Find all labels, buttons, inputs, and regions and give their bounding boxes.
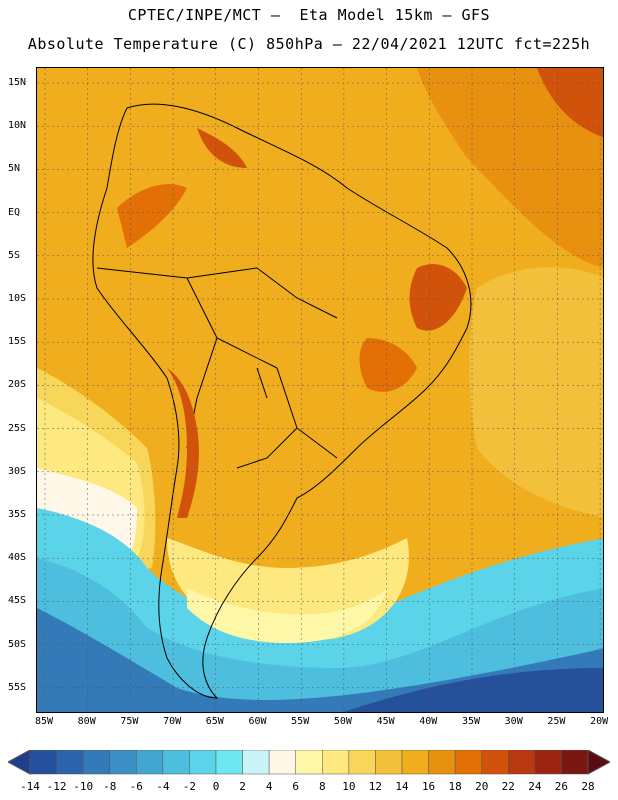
colorbar-swatch (136, 750, 164, 775)
lon-label: 80W (77, 716, 96, 727)
lat-label: EQ (8, 206, 21, 218)
lon-label: 45W (376, 716, 395, 727)
colorbar-swatch (322, 750, 350, 775)
colorbar-swatch (215, 750, 243, 775)
color-scale-bar (8, 750, 610, 775)
colorbar-tick-label: 18 (448, 780, 462, 793)
lat-label: 45S (8, 595, 27, 607)
lon-label: 75W (120, 716, 139, 727)
colorbar-swatch (561, 750, 589, 775)
lon-label: 40W (419, 716, 438, 727)
lat-label: 55S (8, 681, 27, 693)
lat-label: 15N (8, 77, 27, 88)
colorbar-low-arrow (8, 750, 31, 775)
colorbar-tick-label: 2 (239, 780, 246, 793)
colorbar-swatch (348, 750, 376, 775)
colorbar-tick-label: -8 (103, 780, 117, 793)
colorbar-swatch (29, 750, 57, 775)
colorbar-tick-label: 6 (292, 780, 300, 793)
northeast-brazil-hot (409, 264, 467, 331)
map-title: CPTEC/INPE/MCT – Eta Model 15km – GFS (127, 6, 491, 24)
lon-label: 65W (205, 716, 224, 727)
hot-core-northeast (537, 68, 603, 138)
colorbar-swatch (162, 750, 190, 775)
warm-sea-north (417, 68, 603, 268)
colorbar-tick-label: 16 (421, 780, 436, 793)
country-borders (96, 267, 338, 469)
colorbar-tick-label: -12 (46, 780, 67, 793)
colorbar-tick-label: 24 (528, 780, 542, 793)
colorbar-tick-label: -14 (20, 780, 40, 793)
continent-outline (92, 103, 472, 699)
colorbar-swatch (56, 750, 84, 775)
colorbar-tick-label: 0 (212, 780, 220, 793)
colorbar-tick-label: 20 (475, 780, 489, 793)
colorbar-tick-label: 12 (368, 780, 383, 793)
colorbar-tick-label: 10 (342, 780, 356, 793)
lon-label: 55W (291, 716, 310, 727)
colorbar-swatch (454, 750, 482, 775)
colorbar-tick-label: 28 (581, 780, 595, 793)
colorbar-swatch (401, 750, 429, 775)
lon-label: 70W (163, 716, 182, 727)
colorbar-swatch (295, 750, 323, 775)
lat-label: 10N (8, 120, 27, 132)
map-subtitle: Absolute Temperature (C) 850hPa – 22/04/… (27, 35, 591, 53)
andes-hot-strip (167, 368, 199, 518)
lon-label: 35W (461, 716, 481, 727)
lat-label: 30S (8, 465, 27, 477)
colorbar-tick-label: 22 (501, 780, 515, 793)
colorbar-swatch (508, 750, 536, 775)
colorbar-swatch (109, 750, 137, 775)
lon-label: 85W (34, 716, 54, 727)
colorbar-tick-label: 4 (265, 780, 273, 793)
colorbar-swatch (534, 750, 562, 775)
venezuela-hot (197, 128, 247, 168)
colorbar-swatch (428, 750, 456, 775)
lon-label: 50W (333, 716, 352, 727)
colorbar-tick-label: -6 (129, 780, 143, 793)
lat-label: 20S (8, 379, 27, 391)
colorbar-swatch (82, 750, 110, 775)
lat-label: 25S (8, 422, 27, 434)
lon-label: 20W (590, 716, 609, 727)
deepest-cold-ocean (343, 668, 603, 712)
colorbar-tick-label: 26 (554, 780, 569, 793)
lon-label: 60W (248, 716, 267, 727)
lon-label: 30W (504, 716, 523, 727)
colorbar-tick-label: 8 (318, 780, 326, 793)
lat-label: 35S (8, 509, 27, 520)
colorbar-high-arrow (587, 750, 610, 775)
colorbar-swatch (189, 750, 217, 775)
temperature-map[interactable] (36, 67, 604, 713)
lat-label: 40S (8, 552, 27, 564)
warm-atlantic-east (469, 267, 603, 518)
central-brazil-hot (359, 338, 417, 392)
colorbar-swatch (242, 750, 270, 775)
colorbar-swatch (481, 750, 509, 775)
colder-ocean-south (37, 558, 603, 712)
map-canvas (37, 68, 603, 712)
northern-andes-hot (117, 184, 187, 248)
colorbar-tick-label: 14 (395, 780, 409, 793)
lat-label: 5N (8, 163, 21, 175)
lat-label: 10S (8, 293, 27, 304)
lat-label: 15S (8, 336, 27, 348)
colorbar-tick-label: -10 (73, 780, 94, 793)
patagonia-cream (187, 588, 387, 643)
lat-label: 5S (8, 249, 21, 261)
colorbar-swatch (268, 750, 296, 775)
lat-label: 50S (8, 638, 27, 650)
colorbar-tick-label: -2 (182, 780, 197, 793)
colorbar-swatch (375, 750, 403, 775)
lon-label: 25W (547, 716, 566, 727)
colorbar-tick-label: -4 (156, 780, 170, 793)
